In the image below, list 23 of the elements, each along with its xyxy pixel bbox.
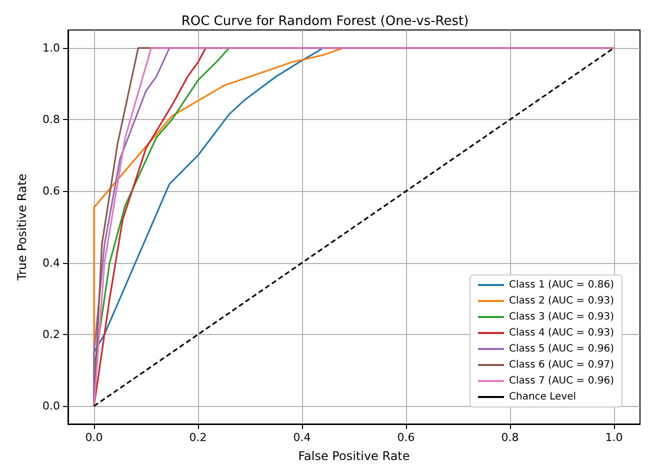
y-tick-label: 0.8	[42, 113, 60, 126]
chart-title: ROC Curve for Random Forest (One-vs-Rest)	[181, 14, 469, 29]
legend-label: Class 7 (AUC = 0.96)	[509, 376, 614, 386]
legend-label: Chance Level	[509, 392, 576, 402]
x-axis-title: False Positive Rate	[298, 449, 410, 463]
x-tick-label: 0.2	[189, 431, 207, 444]
x-tick-label: 0.8	[501, 431, 519, 444]
y-tick-label: 0.6	[42, 184, 60, 198]
x-tick-label: 0.6	[397, 431, 415, 444]
legend-label: Class 4 (AUC = 0.93)	[509, 328, 614, 338]
y-tick-label: 0.2	[42, 328, 60, 341]
legend-label: Class 6 (AUC = 0.97)	[509, 360, 614, 370]
legend-label: Class 1 (AUC = 0.86)	[509, 280, 614, 290]
x-tick-label: 0.4	[293, 431, 311, 444]
y-tick-label: 0.0	[42, 400, 60, 413]
y-axis-title: True Positive Rate	[15, 174, 29, 282]
y-tick-label: 0.4	[42, 256, 60, 270]
y-tick-label: 1.0	[42, 41, 60, 54]
legend-label: Class 2 (AUC = 0.93)	[509, 296, 614, 306]
legend-label: Class 3 (AUC = 0.93)	[509, 312, 614, 322]
x-tick-label: 0.0	[85, 431, 103, 444]
legend-label: Class 5 (AUC = 0.96)	[509, 344, 614, 354]
x-tick-label: 1.0	[605, 431, 623, 444]
